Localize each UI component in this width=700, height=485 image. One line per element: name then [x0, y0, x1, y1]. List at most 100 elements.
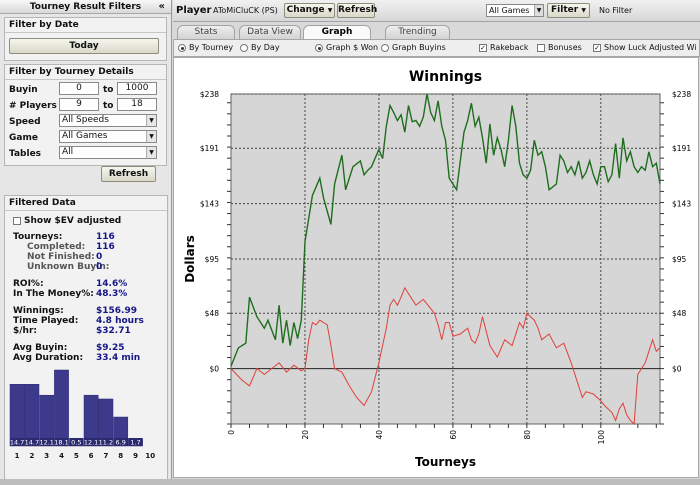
buyin-max-input[interactable]: 1000 — [117, 82, 157, 95]
time-played-label: Time Played: — [13, 316, 79, 326]
histogram-position-label: 5 — [74, 452, 79, 460]
winnings-line — [230, 93, 661, 367]
speed-select[interactable]: All Speeds ▼ — [59, 114, 157, 127]
tables-select[interactable]: All ▼ — [59, 146, 157, 159]
avg-buyin-value: $9.25 — [96, 343, 125, 353]
players-label: # Players — [9, 101, 57, 111]
top-toolbar: Player AToMiCluCK (PS) Change ▼ Refresh … — [173, 0, 700, 22]
luck-adjusted-checkbox[interactable]: ✓Show Luck Adjusted Winnings — [593, 43, 697, 52]
players-max-input[interactable]: 18 — [117, 98, 157, 111]
by-day-radio[interactable]: By Day — [240, 43, 280, 52]
tab-graph[interactable]: Graph — [303, 25, 371, 40]
change-player-button[interactable]: Change ▼ — [284, 3, 335, 18]
x-axis-label: Tourneys — [415, 455, 476, 469]
graph-buyins-label: Graph Buyins — [392, 43, 446, 52]
buyin-row: Buyin 0 to 1000 — [5, 82, 166, 98]
completed-value: 116 — [96, 242, 115, 252]
y-tick-label-right: $0 — [672, 365, 682, 374]
game-row: Game All Games ▼ — [5, 130, 166, 146]
x-tick-label: 100 — [597, 430, 606, 445]
filter-panel-title-text: Tourney Result Filters — [29, 2, 142, 12]
x-tick-label: 60 — [449, 430, 458, 440]
filter-panel: Tourney Result Filters « Filter by Date … — [0, 0, 172, 485]
histogram-label-bg — [39, 438, 54, 446]
histogram-position-label: 2 — [29, 452, 34, 460]
graph-panel: Winnings $0 $0 $48 $48 $95 $95 $143 $143 $191 $191… — [173, 57, 699, 478]
graph-won-radio[interactable]: Graph $ Won — [315, 43, 378, 52]
dropdown-arrow-icon: ▼ — [327, 7, 333, 14]
y-tick-label-right: $191 — [672, 144, 691, 153]
histogram-value-label: 0.5 — [71, 439, 81, 447]
speed-row: Speed All Speeds ▼ — [5, 114, 166, 130]
tables-select-value: All — [62, 147, 74, 157]
histogram-label-bg — [113, 438, 128, 446]
refresh-button[interactable]: Refresh — [337, 3, 377, 18]
checkbox-icon — [13, 216, 21, 225]
buyin-label: Buyin — [9, 85, 38, 95]
y-tick-label: $143 — [200, 200, 219, 209]
bonuses-checkbox[interactable]: Bonuses — [537, 43, 582, 52]
filtered-data-section: Filtered Data Show $EV adjusted Tourneys… — [4, 195, 168, 482]
per-hour-value: $32.71 — [96, 326, 131, 336]
histogram-value-label: 11.2 — [99, 439, 113, 447]
luck-adjusted-label: Show Luck Adjusted Winnings — [604, 43, 697, 52]
buyin-min-input[interactable]: 0 — [59, 82, 99, 95]
filter-by-date-section: Filter by Date Today — [4, 17, 167, 61]
tab-stats[interactable]: Stats — [177, 25, 235, 39]
unknown-buyin-value: 0 — [96, 262, 103, 272]
winnings-label: Winnings: — [13, 306, 64, 316]
x-tick-label: 80 — [523, 430, 532, 440]
graph-options-bar: By Tourney By Day Graph $ Won Graph Buyi… — [173, 39, 700, 57]
buyin-to-label: to — [103, 85, 114, 95]
x-tick-label: 20 — [301, 430, 310, 440]
graph-buyins-radio[interactable]: Graph Buyins — [381, 43, 446, 52]
time-played-value: 4.8 hours — [96, 316, 144, 326]
tab-trending[interactable]: Trending — [385, 25, 450, 39]
filter-status: No Filter — [599, 6, 633, 15]
checkbox-icon — [537, 43, 545, 52]
winnings-value: $156.99 — [96, 306, 137, 316]
by-tourney-label: By Tourney — [189, 43, 234, 52]
today-button[interactable]: Today — [9, 38, 159, 54]
histogram-value-label: 6.9 — [116, 439, 126, 447]
filter-button-label: Filter — [551, 5, 579, 15]
histogram-label-bg — [84, 438, 99, 446]
tab-data-view[interactable]: Data View — [239, 25, 301, 39]
filter-button[interactable]: Filter ▼ — [547, 3, 590, 18]
histogram-value-label: 14.7 — [25, 439, 39, 447]
finish-position-histogram: 14.7 1 14.7 2 12.1 3 18.1 4 0.5 5 12.1 6 11.2 7 6.9 8 1.… — [9, 369, 155, 460]
rakeback-checkbox[interactable]: ✓ Rakeback — [479, 43, 529, 52]
tourneys-label: Tourneys: — [13, 232, 63, 242]
histogram-value-label: 12.1 — [84, 439, 98, 447]
histogram-position-label: 8 — [118, 452, 123, 460]
by-tourney-radio[interactable]: By Tourney — [178, 43, 233, 52]
histogram-position-label: 9 — [133, 452, 138, 460]
players-min-input[interactable]: 9 — [59, 98, 99, 111]
histogram-value-label: 1.7 — [130, 439, 140, 447]
histogram-label-bg — [128, 438, 143, 446]
avg-duration-value: 33.4 min — [96, 353, 141, 363]
ev-adjusted-checkbox[interactable]: Show $EV adjusted — [13, 216, 121, 226]
player-label: Player — [176, 5, 212, 16]
histogram-label-bg — [54, 438, 69, 446]
player-name: AToMiCluCK (PS) — [213, 6, 278, 15]
histogram-position-label: 6 — [89, 452, 94, 460]
histogram-bar — [24, 384, 40, 447]
checkbox-checked-icon: ✓ — [479, 43, 487, 52]
histogram-bar — [54, 369, 69, 447]
dropdown-arrow-icon: ▼ — [146, 115, 156, 126]
itm-value: 48.3% — [96, 289, 128, 299]
game-select[interactable]: All Games ▼ — [59, 130, 157, 143]
histogram-label-bg — [10, 438, 25, 446]
histogram-value-label: 18.1 — [54, 439, 68, 447]
histogram-position-label: 10 — [145, 452, 155, 460]
collapse-panel-icon[interactable]: « — [158, 1, 165, 12]
games-select[interactable]: All Games ▼ — [486, 4, 544, 17]
games-select-value: All Games — [489, 6, 530, 15]
tables-label: Tables — [9, 149, 42, 159]
refresh-filters-button[interactable]: Refresh — [101, 166, 156, 182]
players-to-label: to — [103, 101, 114, 111]
not-finished-value: 0 — [96, 252, 103, 262]
y-tick-label: $191 — [200, 144, 219, 153]
per-hour-label: $/hr: — [13, 326, 37, 336]
